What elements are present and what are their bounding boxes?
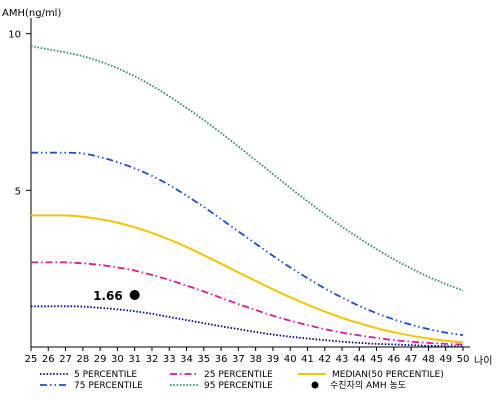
legend-label: 95 PERCENTILE bbox=[204, 381, 273, 391]
x-tick-label: 41 bbox=[301, 354, 314, 365]
legend: 5 PERCENTILE 25 PERCENTILE MEDIAN(50 PERCE… bbox=[40, 370, 444, 391]
x-tick-label: 45 bbox=[370, 354, 383, 365]
x-tick-label: 32 bbox=[146, 354, 159, 365]
x-axis-label: 나이 bbox=[474, 355, 492, 367]
y-ticks: 5 10 bbox=[8, 30, 31, 197]
patient-amh-point bbox=[129, 289, 140, 300]
x-tick-label: 47 bbox=[405, 354, 418, 365]
x-ticks: 25 26 27 28 29 30 31 32 33 34 35 36 37 38 39 40 41 42 43 44… bbox=[25, 347, 470, 365]
x-tick-label: 30 bbox=[111, 354, 124, 365]
legend-label: 수진자의 AMH 농도 bbox=[330, 380, 406, 391]
patient-amh-label: 1.66 bbox=[93, 289, 123, 303]
y-tick-label: 5 bbox=[15, 186, 21, 197]
x-tick-label: 35 bbox=[197, 354, 210, 365]
legend-label: 5 PERCENTILE bbox=[74, 370, 137, 380]
legend-label: 25 PERCENTILE bbox=[204, 370, 273, 380]
x-tick-label: 39 bbox=[267, 354, 280, 365]
patient-point-group: 1.66 bbox=[93, 289, 140, 303]
x-tick-label: 42 bbox=[318, 354, 331, 365]
x-tick-label: 38 bbox=[249, 354, 262, 365]
legend-label: MEDIAN(50 PERCENTILE) bbox=[332, 370, 444, 380]
series-line-25-percentile bbox=[31, 261, 464, 346]
series-line-95-percentile bbox=[30, 45, 464, 292]
x-tick-label: 25 bbox=[25, 354, 38, 365]
series-line-5-percentile bbox=[31, 305, 464, 348]
x-tick-label: 40 bbox=[284, 354, 297, 365]
x-tick-label: 43 bbox=[336, 354, 349, 365]
x-tick-label: 37 bbox=[232, 354, 245, 365]
x-tick-label: 33 bbox=[163, 354, 176, 365]
x-tick-label: 29 bbox=[94, 354, 107, 365]
x-tick-label: 50 bbox=[457, 354, 470, 365]
x-tick-label: 49 bbox=[439, 354, 452, 365]
series-line-75-percentile bbox=[31, 151, 464, 336]
series-lines bbox=[30, 45, 464, 348]
x-tick-label: 36 bbox=[215, 354, 228, 365]
x-tick-label: 46 bbox=[388, 354, 401, 365]
y-tick-label: 10 bbox=[8, 30, 21, 41]
x-tick-label: 26 bbox=[42, 354, 55, 365]
x-tick-label: 48 bbox=[422, 354, 435, 365]
series-line-median-50-percentile bbox=[30, 214, 464, 344]
y-axis-label: AMH(ng/ml) bbox=[2, 8, 61, 19]
x-tick-label: 28 bbox=[76, 354, 89, 365]
x-tick-label: 34 bbox=[180, 354, 193, 365]
x-tick-label: 44 bbox=[353, 354, 366, 365]
legend-label: 75 PERCENTILE bbox=[74, 381, 143, 391]
legend-point-marker bbox=[311, 381, 319, 389]
x-tick-label: 31 bbox=[128, 354, 141, 365]
x-tick-label: 27 bbox=[59, 354, 72, 365]
